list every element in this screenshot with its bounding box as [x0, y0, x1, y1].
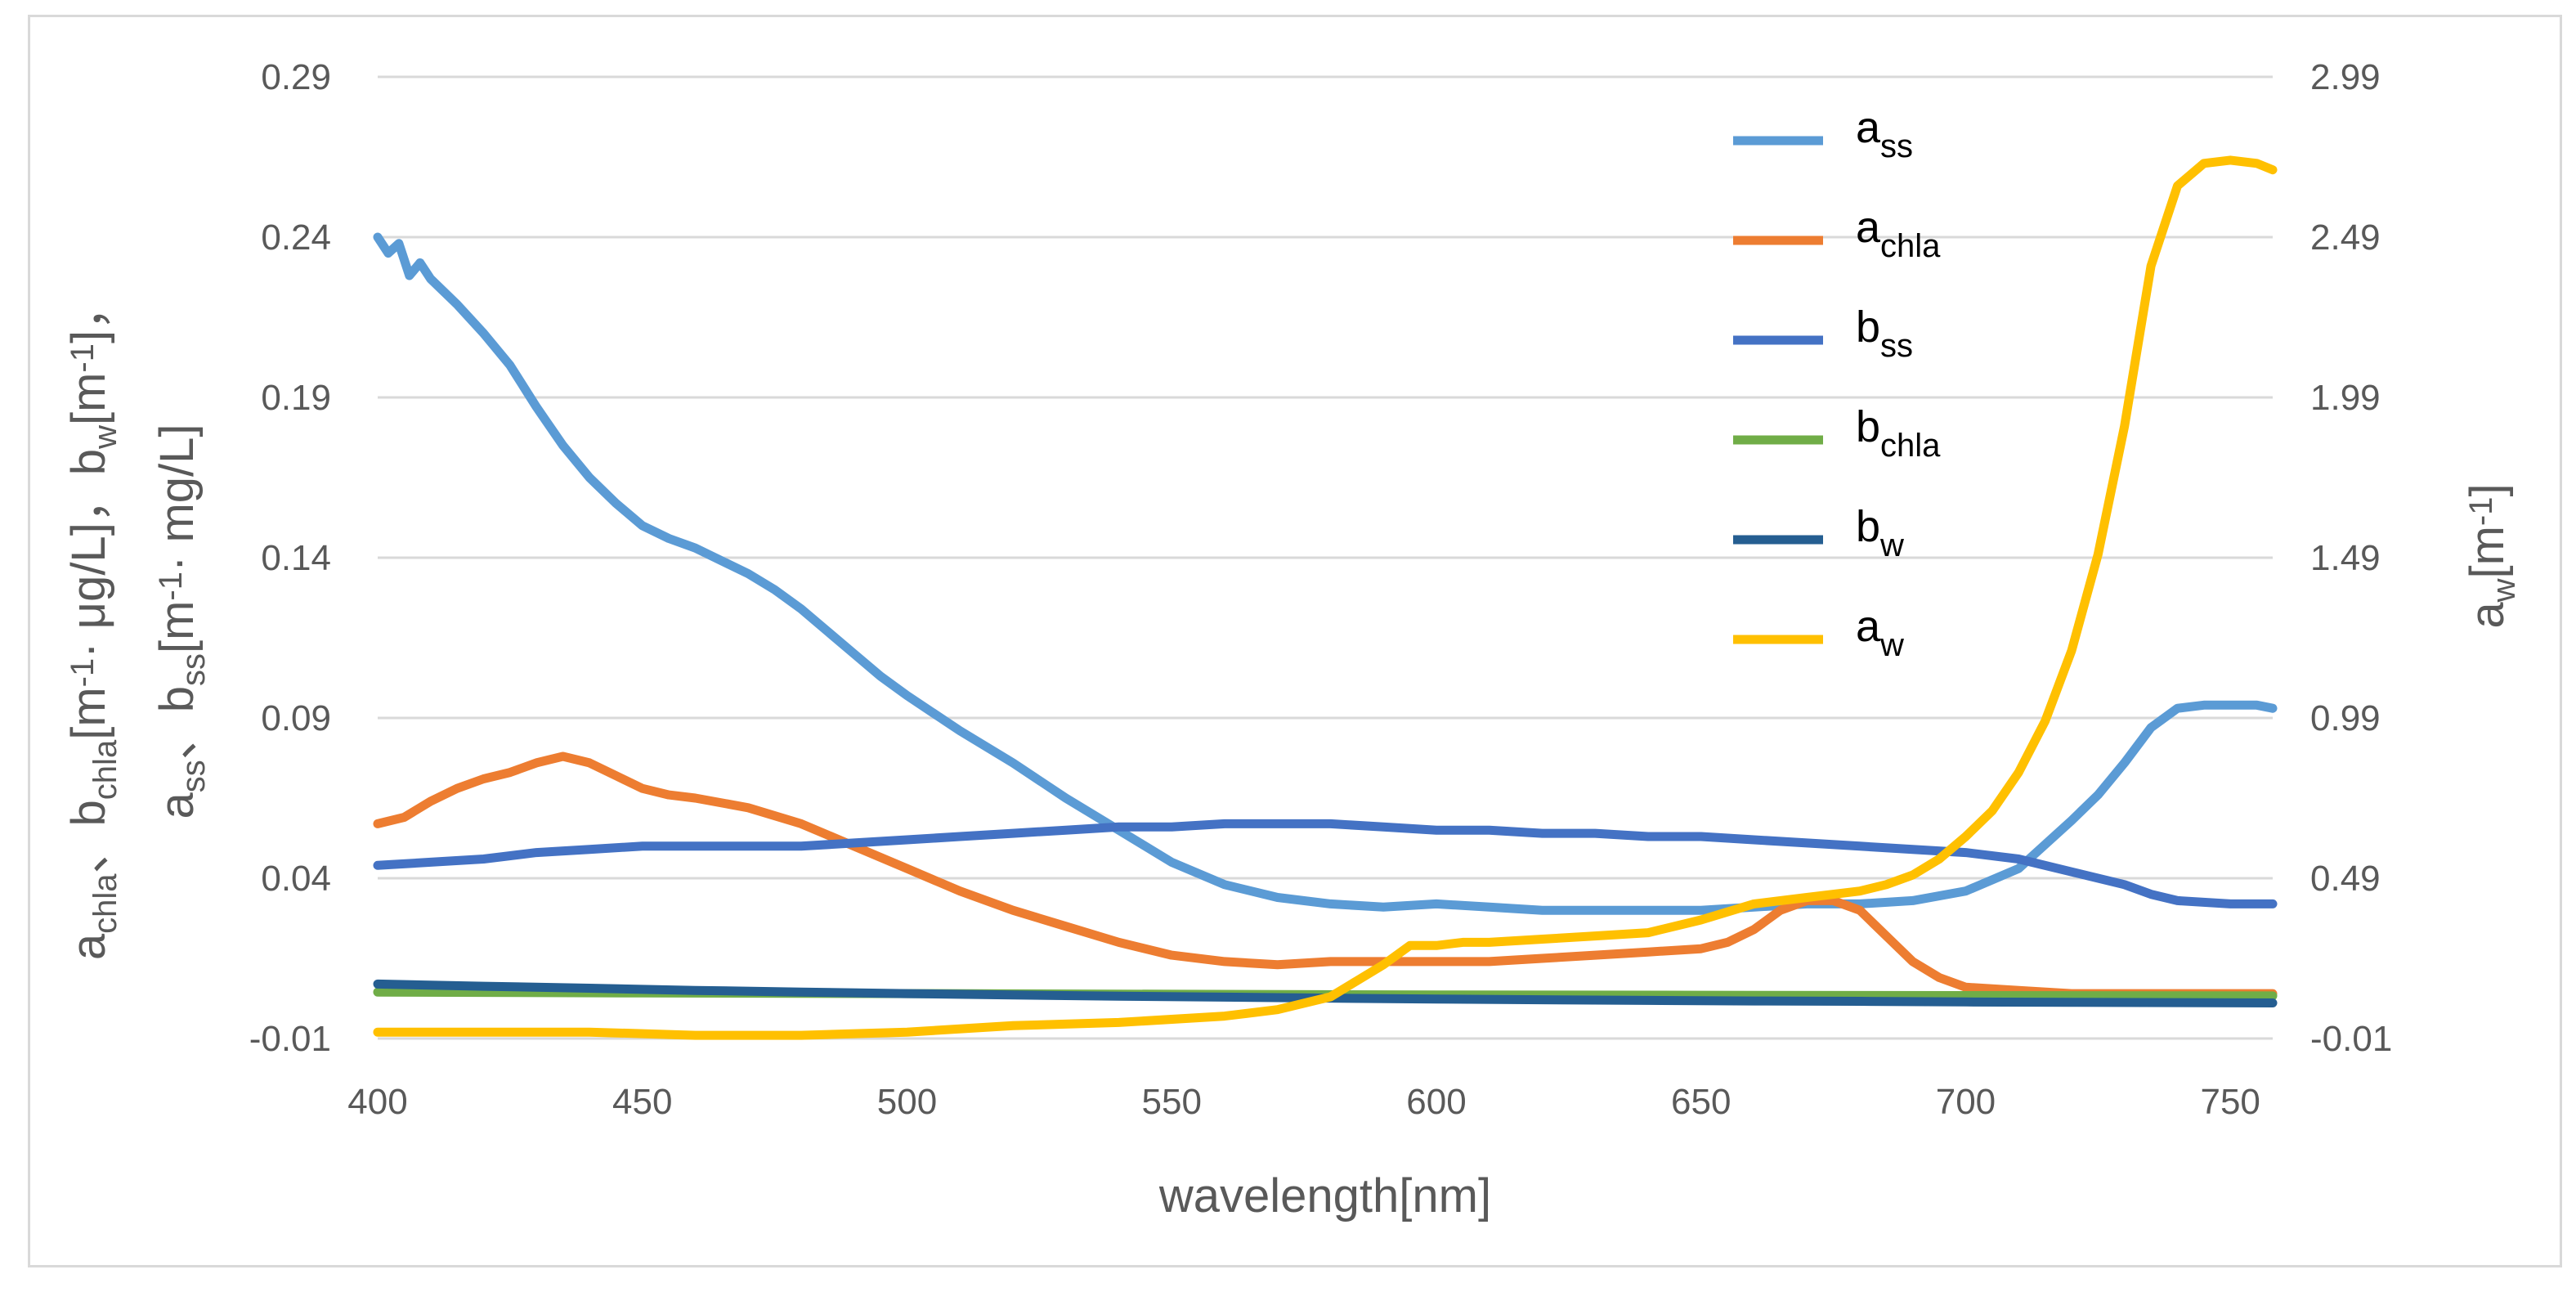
- y-tick-label-left-4: 0.19: [261, 378, 331, 418]
- legend-label-b_chla: bchla: [1856, 402, 1941, 464]
- y-tick-label-right-6: 2.99: [2310, 57, 2381, 97]
- y-tick-label-right-5: 2.49: [2310, 218, 2381, 258]
- y-axis-title-left-line2: ass​、bss​[m-1​· mg/L]: [150, 424, 212, 819]
- x-tick-label-2: 500: [877, 1082, 937, 1122]
- chart-frame: [28, 15, 2562, 1267]
- legend-label-b_w: bw: [1856, 502, 1904, 563]
- y-axis-title-right: aw​[m-1​]: [2461, 483, 2522, 628]
- x-tick-label-4: 600: [1406, 1082, 1466, 1122]
- x-tick-label-0: 400: [347, 1082, 407, 1122]
- x-tick-label-3: 550: [1142, 1082, 1202, 1122]
- legend-label-a_chla: achla: [1856, 203, 1941, 264]
- y-tick-label-left-5: 0.24: [261, 218, 331, 258]
- series-line-b_ss: [373, 819, 2278, 908]
- series-line-a_chla: [373, 751, 2278, 998]
- y-tick-label-left-0: -0.01: [249, 1019, 331, 1059]
- legend-label-a_ss: ass: [1856, 103, 1913, 164]
- y-tick-label-right-3: 1.49: [2310, 538, 2381, 578]
- series-line-a_w: [373, 155, 2278, 1040]
- y-tick-label-right-0: -0.01: [2310, 1019, 2392, 1059]
- y-tick-label-right-4: 1.99: [2310, 378, 2381, 418]
- y-tick-label-left-1: 0.04: [261, 859, 331, 899]
- legend-label-a_w: aw: [1856, 602, 1904, 663]
- x-axis-title: wavelength[nm]: [1158, 1169, 1491, 1222]
- y-axis-title-left-line1: achla​、bchla​[m-1​· μg/L]，bw​[m-1​]，: [62, 283, 123, 960]
- y-tick-label-left-6: 0.29: [261, 57, 331, 97]
- x-tick-label-7: 750: [2200, 1082, 2260, 1122]
- y-tick-label-right-1: 0.49: [2310, 859, 2381, 899]
- y-tick-label-left-3: 0.14: [261, 538, 331, 578]
- x-tick-label-1: 450: [612, 1082, 672, 1122]
- y-tick-label-left-2: 0.09: [261, 698, 331, 738]
- x-tick-label-6: 700: [1936, 1082, 1996, 1122]
- legend-label-b_ss: bss: [1856, 303, 1913, 364]
- y-tick-label-right-2: 0.99: [2310, 698, 2381, 738]
- x-tick-label-5: 650: [1671, 1082, 1731, 1122]
